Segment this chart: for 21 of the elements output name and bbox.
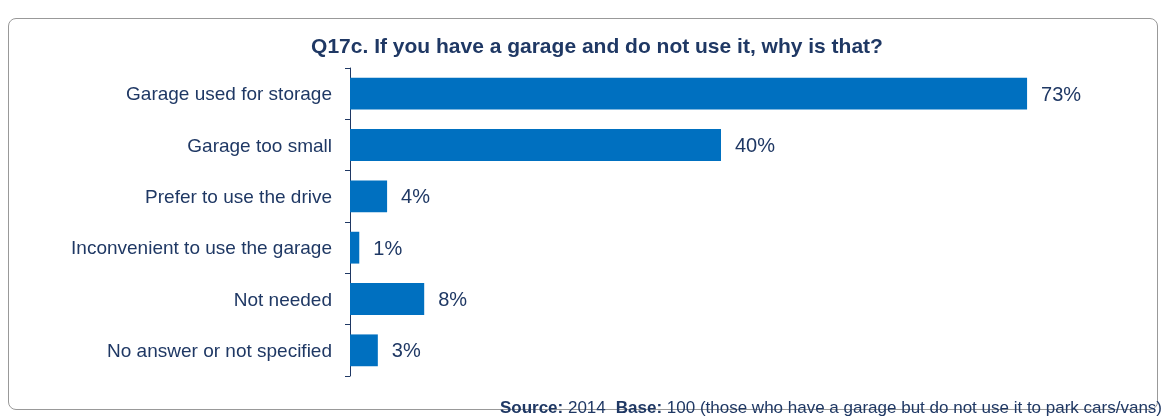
data-label: 73% <box>1041 82 1082 105</box>
bar <box>350 180 388 213</box>
y-tick-label: Garage too small <box>187 134 332 156</box>
text: Base: 100 (those who have a garage but do not use it to park cars/vans) <box>615 398 1162 417</box>
data-label: 40% <box>735 134 776 156</box>
source-note: Source: 2014 <box>499 398 606 417</box>
y-tick-label: Prefer to use the drive <box>145 185 332 207</box>
data-label: 3% <box>391 339 421 362</box>
bar <box>350 283 425 315</box>
bar <box>350 231 360 264</box>
bar <box>350 77 1028 110</box>
y-tick-label: Not needed <box>233 288 332 310</box>
y-tick-label: Inconvenient to use the garage <box>71 237 332 259</box>
bar <box>350 334 378 367</box>
data-label: 1% <box>373 236 403 259</box>
chart-title: Q17c. If you have a garage and do not use it, why is that? <box>311 34 883 57</box>
bar <box>350 129 721 161</box>
data-label: 4% <box>401 185 431 208</box>
y-tick-label: No answer or not specified <box>107 339 332 361</box>
data-label: 8% <box>438 288 468 310</box>
y-tick-label: Garage used for storage <box>126 83 332 105</box>
